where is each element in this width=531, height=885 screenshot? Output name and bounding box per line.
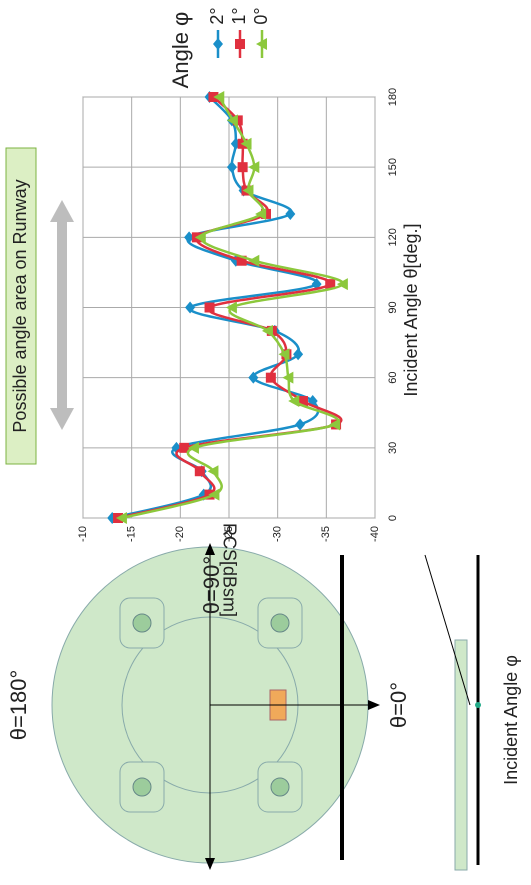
x-tick-label: 150	[387, 158, 399, 176]
theta-180-label: θ=180°	[6, 670, 31, 741]
range-arrow	[50, 200, 74, 430]
legend-marker	[235, 39, 245, 49]
y-tick-label: -10	[77, 526, 89, 542]
y-tick-label: -20	[174, 526, 186, 542]
y-tick-label: -30	[272, 526, 284, 542]
phi-label: Incident Angle φ	[501, 655, 521, 785]
x-tick-label: 0	[387, 515, 399, 521]
legend-label: 2°	[207, 7, 227, 24]
y-tick-label: -40	[369, 526, 381, 542]
legend-label: 0°	[251, 7, 271, 24]
legend-title: Angle φ	[168, 12, 193, 89]
figure: Possible angle area on Runway θ=180° θ=9…	[0, 0, 531, 885]
marker	[195, 466, 205, 476]
cad-side-view	[425, 555, 481, 870]
y-tick-label: -25	[223, 526, 235, 542]
legend-label: 1°	[229, 7, 249, 24]
marker	[205, 303, 215, 313]
legend-marker	[213, 38, 223, 50]
x-tick-label: 90	[387, 301, 399, 313]
x-tick-label: 60	[387, 372, 399, 384]
marker	[266, 373, 276, 383]
x-tick-label: 180	[387, 88, 399, 106]
runway-label: Possible angle area on Runway	[10, 179, 30, 432]
y-tick-label: -35	[320, 526, 332, 542]
theta-0-label: θ=0°	[386, 682, 411, 728]
y-tick-label: -15	[126, 526, 138, 542]
x-tick-label: 30	[387, 442, 399, 454]
x-tick-label: 120	[387, 228, 399, 246]
marker	[238, 162, 248, 172]
x-axis-title: Incident Angle θ[deg.]	[401, 223, 421, 396]
